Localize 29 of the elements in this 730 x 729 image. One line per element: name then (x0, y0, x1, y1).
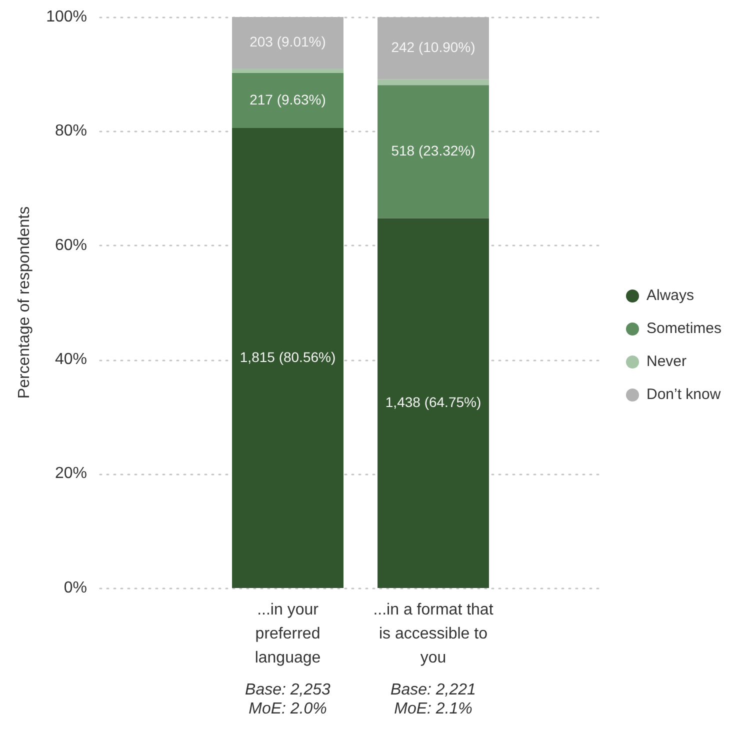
text: Base: 2,253 MoE: 2.0% (245, 681, 331, 718)
y-tick-label: 40% (54, 351, 87, 368)
bar (232, 17, 344, 68)
bar (378, 79, 489, 86)
legend-label: Don’t know (646, 386, 721, 404)
data-label: 217 (9.63%) (250, 91, 326, 108)
data-label: 1,815 (80.56%) (240, 348, 336, 365)
x-tick-label: ...in your preferred language (254, 601, 321, 666)
y-tick-label: 0% (64, 579, 87, 596)
text: Base: 2,221 MoE: 2.1% (390, 681, 476, 718)
legend-label: Sometimes (646, 320, 722, 338)
data-label: 203 (9.01%) (250, 34, 326, 50)
data-label: 242 (10.90%) (391, 39, 476, 56)
y-tick-label: 100% (46, 8, 87, 26)
bar (232, 68, 344, 74)
bar (378, 17, 489, 80)
data-label: 1,438 (64.75%) (385, 394, 482, 410)
legend-label: Always (646, 287, 694, 304)
data-label: 518 (23.32%) (391, 142, 476, 159)
bar (378, 85, 489, 218)
y-tick-label: 20% (54, 465, 87, 482)
bar (232, 73, 344, 128)
y-tick-label: 60% (54, 236, 87, 254)
x-tick-label: ...in a format that is accessible to you (373, 601, 494, 666)
y-axis-title: Percentage of respondents (16, 206, 34, 399)
bar (378, 218, 489, 588)
legend-label: Never (646, 353, 687, 370)
bar (232, 128, 344, 588)
y-tick-label: 80% (54, 122, 87, 140)
